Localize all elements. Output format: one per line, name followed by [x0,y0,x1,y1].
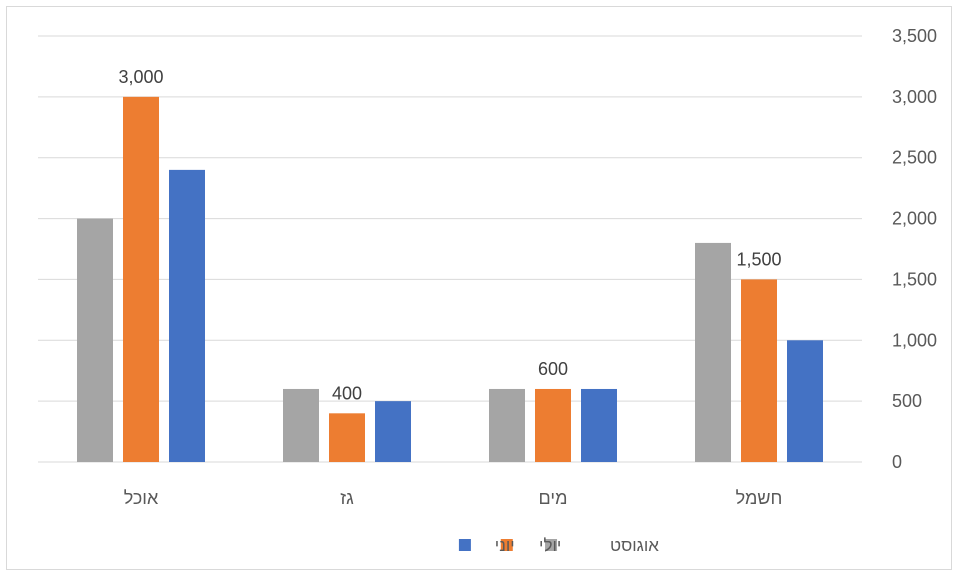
legend-swatch [500,539,513,551]
y-tick-label: 2,000 [892,209,937,229]
category-labels: אוכל גז מים חשמל [124,488,783,508]
bar [375,401,411,462]
bar [489,388,525,462]
data-label: 600 [538,359,568,379]
bar [283,388,319,462]
y-tick-label: 1,500 [892,269,937,289]
bar [535,388,571,462]
bar [77,218,113,462]
bars [77,96,823,462]
legend: אוגוסט יולי יוני [458,536,659,555]
legend-label: יולי [539,536,561,555]
bar [787,340,823,462]
y-tick-label: 500 [892,391,922,411]
y-tick-label: 1,000 [892,330,937,350]
y-tick-label: 3,500 [892,26,937,46]
y-axis-ticks: 0 500 1,000 1,500 2,000 2,500 3,000 3,500 [892,26,937,472]
bar [329,413,365,462]
data-label: 400 [332,383,362,403]
category-label: מים [539,488,568,508]
data-labels: 3,000 400 600 1,500 [118,67,781,403]
category-label: גז [340,488,354,508]
y-tick-label: 3,000 [892,87,937,107]
legend-swatch [458,539,471,551]
data-label: 1,500 [736,249,781,269]
bar [741,279,777,462]
category-label: חשמל [736,488,783,508]
legend-label: אוגוסט [610,536,659,555]
category-label: אוכל [124,488,159,508]
data-label: 3,000 [118,67,163,87]
y-tick-label: 0 [892,452,902,472]
legend-label: יוני [495,536,515,555]
bar [123,96,159,462]
bar [581,388,617,462]
bar [169,169,205,462]
bar [695,242,731,462]
chart-frame [6,6,952,570]
y-tick-label: 2,500 [892,148,937,168]
legend-swatch [545,539,558,551]
